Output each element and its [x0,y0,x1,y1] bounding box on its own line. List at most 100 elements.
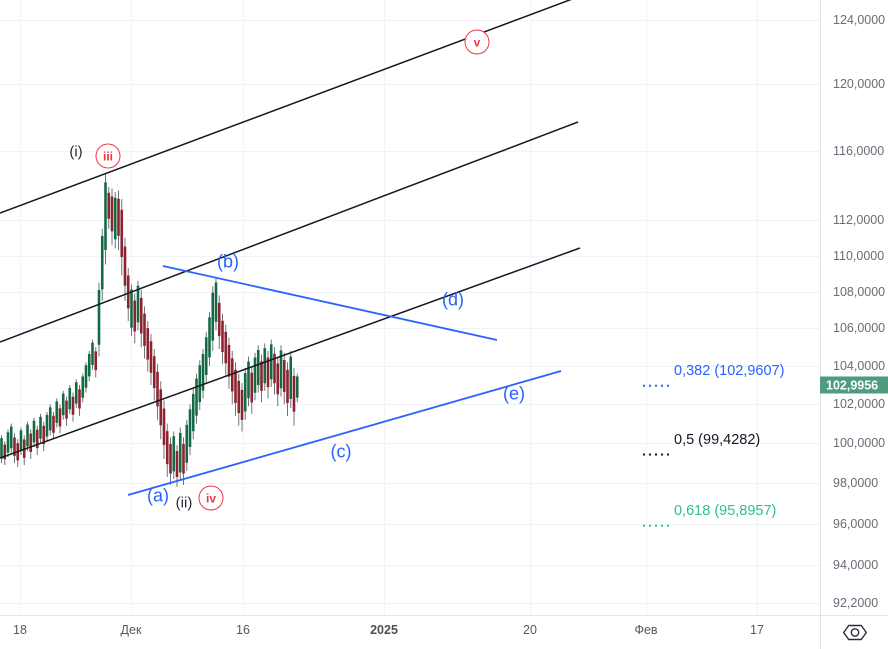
candle-body [263,348,267,384]
time-tick-label: Дек [120,623,142,637]
candle-body [211,292,215,341]
candle-body [120,209,124,258]
price-tick-label: 94,0000 [833,558,879,573]
candle-body [107,192,111,219]
last-price-badge: 102,9956 [820,376,888,394]
candle-body [292,375,296,412]
trendline-wave-bd-line[interactable] [162,265,498,341]
wave-label-ii[interactable]: (ii) [175,494,193,512]
time-tick-label: 16 [236,623,250,637]
candle-body [273,353,276,384]
trendline-channel-middle[interactable] [0,121,579,343]
candle-body [198,365,202,403]
wave-label-c[interactable]: (c) [330,441,352,462]
candle-body [133,300,137,332]
candle-body [81,376,85,398]
candle-body [282,359,286,392]
price-tick-label: 120,0000 [833,77,886,92]
candle-body [84,365,88,388]
wave-label-iii[interactable]: iii [95,143,121,169]
candle-body [74,382,78,404]
candle-body [237,380,241,414]
fib-level-label[interactable]: 0,382 (102,9607) [674,362,785,379]
price-tick-label: 100,0000 [833,436,886,451]
candle-body [126,275,130,309]
candle-body [159,389,163,426]
candle-body [191,393,195,432]
candle-body [227,344,231,377]
candle-body [94,351,98,371]
candle-body [240,389,244,420]
candle-body [19,430,23,451]
candle-body [188,409,192,447]
candle-body [234,369,237,403]
candle-body [185,424,189,463]
price-scale-settings-button[interactable] [840,621,870,644]
wave-label-d[interactable]: (d) [442,289,464,310]
time-tick-label: 20 [523,623,537,637]
candle-body [260,361,263,391]
fib-level-label[interactable]: 0,5 (99,4282) [674,431,761,448]
price-tick-label: 116,0000 [833,143,885,158]
candle-body [217,302,221,337]
candle-body [204,337,208,375]
candle-body [55,401,59,423]
candle-body [9,426,13,449]
candle-body [162,408,166,445]
time-tick-label: 17 [750,623,764,637]
wave-label-e[interactable]: (e) [503,383,525,404]
candle-body [143,313,146,346]
candle-body [149,341,153,373]
price-tick-label: 106,0000 [833,321,886,336]
trendline-channel-lower[interactable] [0,247,581,459]
time-tick-label: 2025 [370,623,398,637]
candle-body [266,357,270,388]
price-chart-canvas[interactable] [0,0,820,615]
axis-corner [821,616,888,649]
wave-label-i[interactable]: (i) [69,143,83,161]
candle-body [71,396,75,415]
candle-body [91,342,94,365]
price-tick-label: 92,2000 [833,596,879,611]
candle-body [3,444,7,460]
candle-body [130,289,133,328]
wave-label-a[interactable]: (a) [147,485,169,506]
candle-body [0,438,3,459]
candle-body [68,387,72,410]
candle-body [169,443,172,474]
candle-body [269,344,273,380]
time-axis[interactable]: 18 Дек 16 2025 20 Фев 17 [0,616,820,649]
candle-body [172,436,176,472]
trendline-wave-ace-line[interactable] [127,370,562,496]
candle-body [104,182,107,250]
axis-horizontal-separator [0,615,888,616]
candle-body [256,350,260,386]
candle-body [289,356,293,399]
fib-level-label[interactable]: 0,618 (95,8957) [674,502,777,519]
wave-label-b[interactable]: (b) [217,251,239,272]
candle-body [35,429,39,448]
candle-body [42,425,46,445]
wave-label-v[interactable]: v [464,29,490,55]
candle-body [175,451,179,477]
price-tick-label: 104,0000 [833,358,886,373]
candle-body [97,289,101,345]
trendline-channel-upper[interactable] [0,0,575,214]
wave-label-iv[interactable]: iv [198,485,224,511]
candle-body [201,353,205,391]
candle-body [286,369,289,403]
price-axis[interactable]: 102,9956 124,0000 120,0000 116,0000 112,000… [820,0,888,615]
candle-body [214,282,218,322]
gear-icon [842,624,867,641]
price-tick-label: 112,0000 [833,213,885,228]
time-tick-label: 18 [13,623,27,637]
candle-body [48,407,52,431]
candle-body [230,358,234,392]
price-tick-label: 108,0000 [833,284,886,299]
candle-body [39,416,42,439]
candle-body [87,353,91,377]
candle-body [247,361,250,399]
candle-body [208,317,211,358]
axis-vertical-separator [820,0,821,649]
